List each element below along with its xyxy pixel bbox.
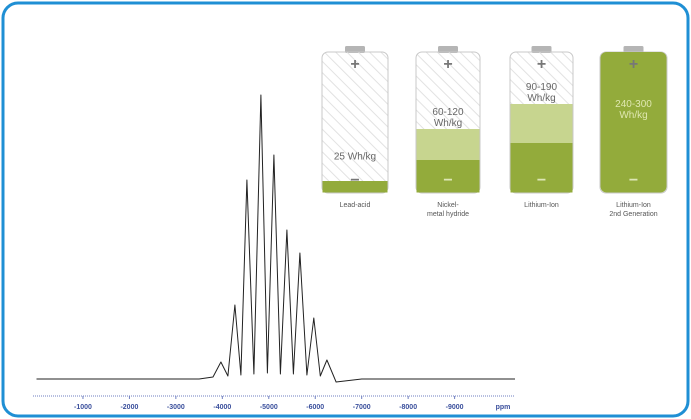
battery-charge	[600, 52, 667, 193]
battery-charge-light	[416, 129, 480, 160]
battery-cap	[438, 46, 458, 53]
battery-minus: −	[537, 172, 546, 189]
battery-name: Nickel-metal hydride	[427, 202, 469, 218]
battery-minus: −	[350, 172, 359, 189]
spectrum-line	[36, 94, 515, 383]
battery-plus: +	[537, 56, 546, 73]
battery-energy: 240-300 Wh/kg	[615, 99, 652, 121]
x-tick-label: -3000	[167, 404, 185, 411]
x-tick-label: -6000	[306, 404, 324, 411]
battery-minus: −	[443, 172, 452, 189]
battery-energy: 60-120 Wh/kg	[432, 107, 464, 129]
battery-name: Lead-acid	[340, 202, 371, 209]
battery-energy: 25 Wh/kg	[334, 152, 376, 163]
x-tick-label: -1000	[74, 404, 92, 411]
battery-name: Lithium-Ion	[524, 202, 559, 209]
battery-name: Lithium-Ion 2nd Generation	[609, 202, 657, 218]
battery-cap	[623, 46, 644, 53]
battery-plus: +	[443, 56, 452, 73]
battery-charge	[322, 181, 388, 193]
battery-cap	[531, 46, 552, 53]
x-tick-label: -4000	[213, 404, 231, 411]
battery-body	[321, 51, 389, 194]
battery-charge	[416, 160, 480, 193]
battery-energy: 90-190 Wh/kg	[526, 82, 558, 104]
battery-cap	[345, 46, 365, 53]
battery-charge	[510, 143, 573, 193]
battery-plus: +	[629, 56, 638, 73]
battery-charge-light	[510, 104, 573, 143]
x-tick-label: -7000	[353, 404, 371, 411]
x-tick-label: -9000	[446, 404, 464, 411]
battery-plus: +	[350, 56, 359, 73]
x-tick-label: -5000	[260, 404, 278, 411]
x-axis-label: ppm	[496, 404, 511, 411]
x-tick-label: -8000	[399, 404, 417, 411]
battery-minus: −	[629, 172, 638, 189]
x-tick-label: -2000	[120, 404, 138, 411]
